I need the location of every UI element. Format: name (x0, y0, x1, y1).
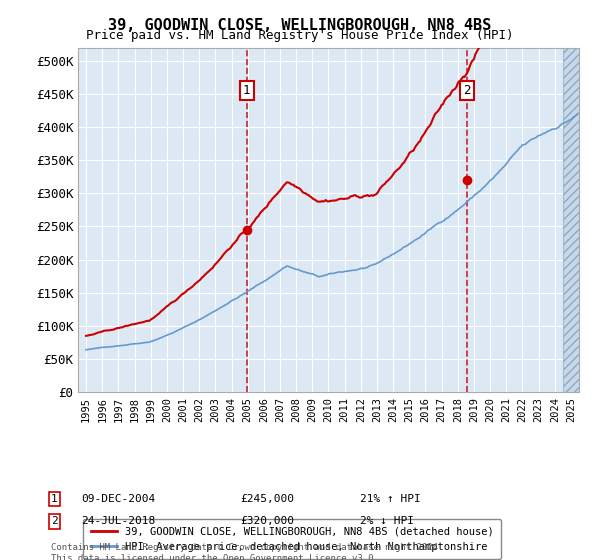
Text: 2% ↓ HPI: 2% ↓ HPI (360, 516, 414, 526)
Text: £320,000: £320,000 (240, 516, 294, 526)
Text: 09-DEC-2004: 09-DEC-2004 (81, 494, 155, 504)
Text: 21% ↑ HPI: 21% ↑ HPI (360, 494, 421, 504)
Text: Contains HM Land Registry data © Crown copyright and database right 2024.
This d: Contains HM Land Registry data © Crown c… (51, 543, 443, 560)
Text: 1: 1 (51, 494, 58, 504)
Text: 24-JUL-2018: 24-JUL-2018 (81, 516, 155, 526)
Text: Price paid vs. HM Land Registry's House Price Index (HPI): Price paid vs. HM Land Registry's House … (86, 29, 514, 42)
Text: £245,000: £245,000 (240, 494, 294, 504)
Text: 39, GOODWIN CLOSE, WELLINGBOROUGH, NN8 4BS: 39, GOODWIN CLOSE, WELLINGBOROUGH, NN8 4… (109, 18, 491, 33)
Legend: 39, GOODWIN CLOSE, WELLINGBOROUGH, NN8 4BS (detached house), HPI: Average price,: 39, GOODWIN CLOSE, WELLINGBOROUGH, NN8 4… (83, 519, 501, 559)
Text: 2: 2 (463, 84, 470, 97)
Bar (563, 48, 579, 392)
Text: 2: 2 (51, 516, 58, 526)
Text: 1: 1 (243, 84, 250, 97)
